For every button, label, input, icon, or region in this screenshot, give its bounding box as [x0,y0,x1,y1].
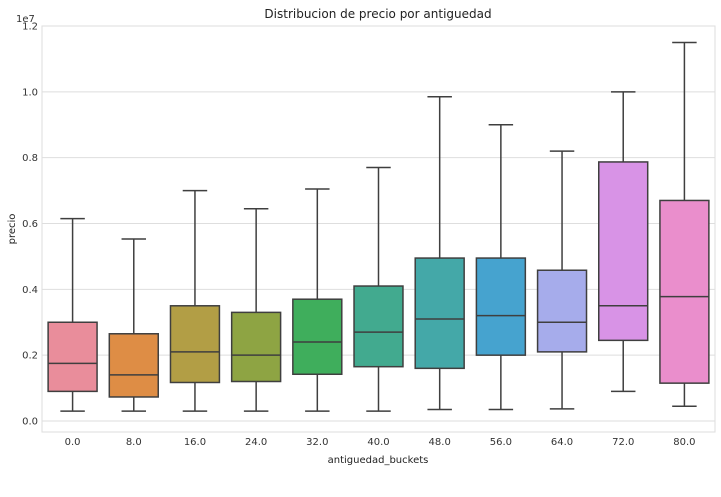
x-tick-label: 48.0 [429,437,451,448]
y-tick-label: 0.2 [22,351,38,362]
iqr-box [598,161,649,342]
iqr-box [47,321,98,393]
box-16.0 [169,189,221,412]
x-tick-label: 24.0 [245,437,267,448]
iqr-box [169,305,221,384]
box-56.0 [475,124,527,411]
x-tick-label: 0.0 [65,437,81,448]
box-80.0 [659,41,710,407]
box-0.0 [47,217,98,412]
iqr-box [292,298,343,376]
x-tick-label: 64.0 [551,437,573,448]
x-tick-label: 56.0 [490,437,512,448]
y-axis-ticks: 0.0 0.2 0.4 0.6 0.8 1.0 1.2 [22,22,38,428]
y-tick-label: 0.0 [22,417,38,428]
y-tick-label: 0.8 [22,153,38,164]
x-tick-label: 16.0 [184,437,206,448]
iqr-box [475,257,527,356]
x-tick-label: 80.0 [673,437,695,448]
x-tick-label: 72.0 [612,437,634,448]
y-tick-label: 0.6 [22,219,38,230]
box-24.0 [230,207,282,412]
y-tick-label: 0.4 [22,285,38,296]
x-tick-label: 40.0 [367,437,389,448]
y-tick-label: 1.2 [22,22,38,33]
x-axis-label: antiguedad_buckets [328,455,429,466]
iqr-box [536,269,588,353]
iqr-box [353,285,404,368]
box-72.0 [598,91,649,393]
box-64.0 [536,150,588,410]
iqr-box [230,311,282,383]
iqr-box [659,199,710,384]
box-40.0 [353,166,404,412]
chart-title: Distribucion de precio por antiguedad [264,7,491,21]
iqr-box [108,333,159,398]
y-offset-label: 1e7 [16,14,35,25]
box-32.0 [292,188,343,412]
box-8.0 [108,238,159,412]
boxes [47,41,710,412]
x-tick-label: 8.0 [126,437,142,448]
y-axis-label: precio [7,214,18,245]
y-tick-label: 1.0 [22,87,38,98]
box-48.0 [414,96,465,411]
x-tick-label: 32.0 [306,437,328,448]
x-axis-ticks: 0.0 8.0 16.0 24.0 32.0 40.0 48.0 56.0 64.0 72.0 80… [65,437,696,448]
iqr-box [414,257,465,370]
